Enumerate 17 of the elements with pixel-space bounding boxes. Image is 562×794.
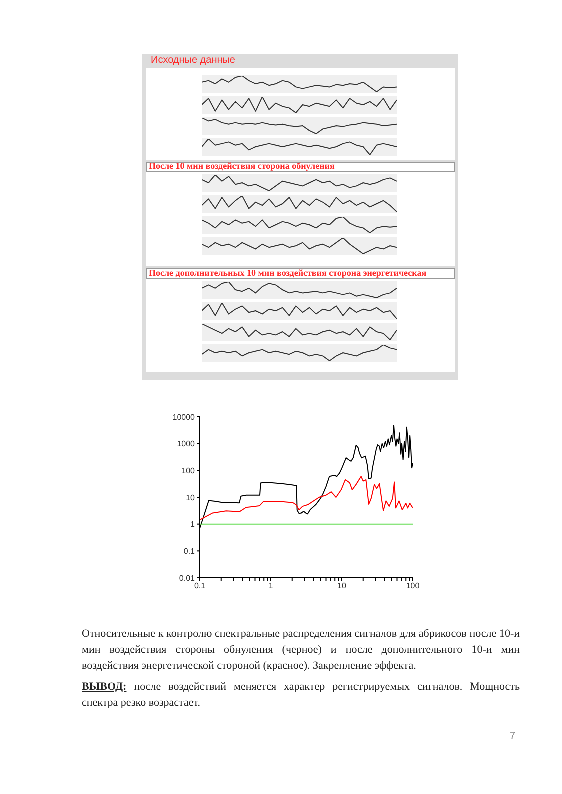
chart-title: После 10 мин воздействия сторона обнуления: [149, 161, 335, 171]
x-tick-label: 100: [406, 582, 420, 591]
y-tick-label: 10: [186, 493, 196, 502]
text: Относительные к контролю спектральные распределения сигналов для абрикосов после 10-и мин воздействия стороны обнуления (черное) и после дополнительного 10-и мин воздействия энергетической стороной (красное). Закрепление эффекта.: [82, 627, 520, 674]
text: ВЫВОД:: [82, 681, 127, 693]
x-tick-label: 10: [338, 582, 347, 591]
x-tick-label: 1: [268, 582, 274, 591]
text: 7: [510, 731, 516, 742]
y-tick-label: 0.01: [179, 574, 196, 583]
y-tick-label: 0.1: [184, 547, 196, 556]
y-tick-label: 10000: [172, 412, 196, 422]
chart-title: После дополнительных 10 мин воздействия сторона энергетическая: [149, 268, 427, 278]
y-tick-label: 1000: [177, 440, 196, 449]
y-tick-label: 100: [182, 466, 196, 476]
x-tick-label: 0.1: [194, 582, 206, 591]
y-tick-label: 1: [190, 520, 196, 530]
chart-title: Исходные данные: [151, 55, 236, 67]
